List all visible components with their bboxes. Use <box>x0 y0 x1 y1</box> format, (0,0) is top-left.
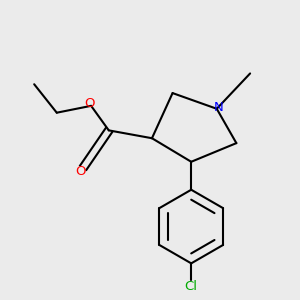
Text: O: O <box>84 97 95 110</box>
Text: O: O <box>76 165 86 178</box>
Text: Cl: Cl <box>185 280 198 292</box>
Text: N: N <box>213 101 223 114</box>
